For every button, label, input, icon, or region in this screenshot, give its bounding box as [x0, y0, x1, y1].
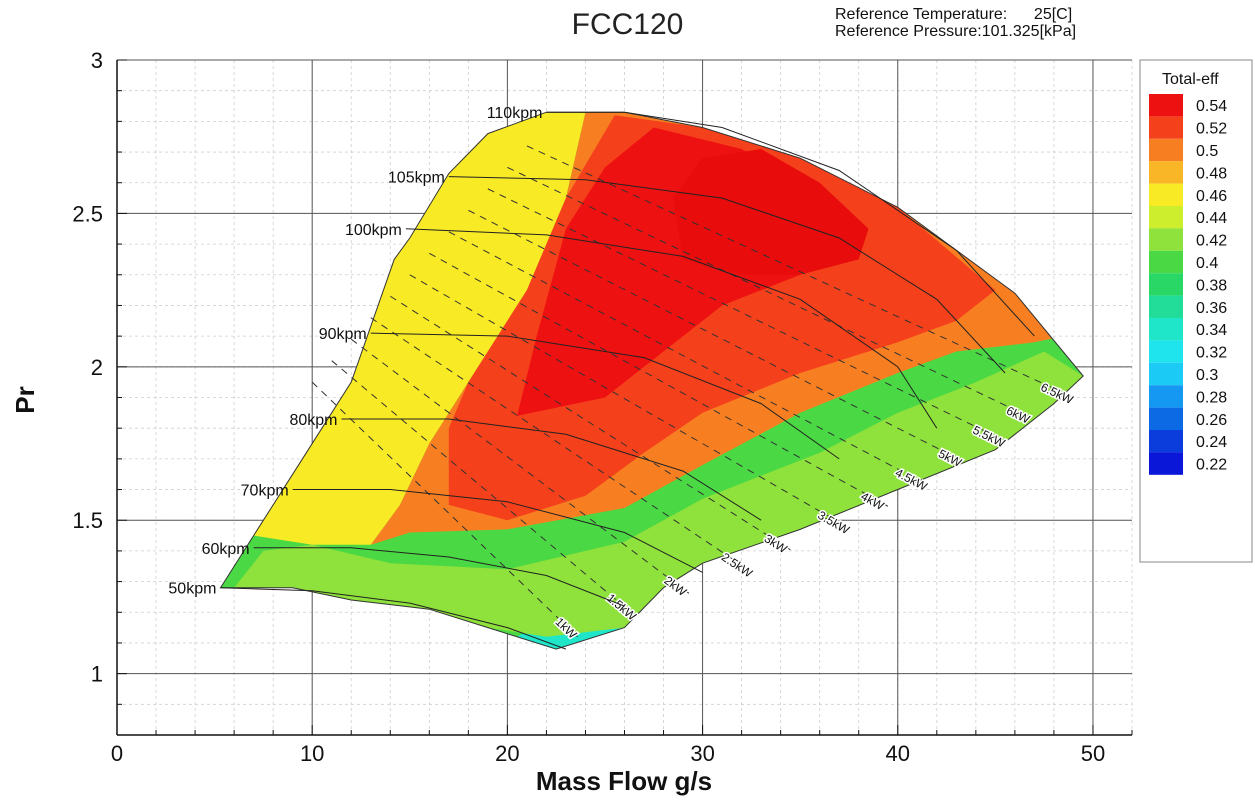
- legend-swatch: [1149, 273, 1183, 296]
- x-tick-label: 30: [690, 741, 714, 766]
- legend-swatch: [1149, 340, 1183, 363]
- power-line: [350, 338, 690, 594]
- legend-swatch: [1149, 183, 1183, 206]
- speed-label: 70kpm: [241, 483, 289, 500]
- speed-label: 80kpm: [289, 412, 337, 429]
- speed-label: 110kpm: [487, 105, 543, 122]
- legend-label: 0.54: [1196, 98, 1227, 115]
- legend-swatch: [1149, 138, 1183, 162]
- legend-swatch: [1149, 295, 1183, 318]
- axes: 0 10 20 30 40 50 1 1.5 2 2.5 3: [72, 48, 1133, 766]
- legend-swatch: [1149, 94, 1183, 117]
- legend-label: 0.38: [1196, 277, 1227, 294]
- speed-line: [546, 111, 1035, 337]
- contour-region: [253, 112, 586, 545]
- legend-label: 0.46: [1196, 188, 1227, 205]
- speed-line: [341, 418, 762, 521]
- legend-label: 0.26: [1196, 412, 1227, 429]
- legend-label: 0.3: [1196, 367, 1218, 384]
- power-line: [390, 295, 791, 551]
- legend-label: 0.4: [1196, 255, 1218, 272]
- speed-line: [448, 176, 1006, 374]
- legend-swatch: [1149, 407, 1183, 430]
- legend-swatch: [1149, 385, 1183, 408]
- power-line: [429, 252, 889, 507]
- legend-label: 0.48: [1196, 165, 1227, 182]
- x-axis-title: Mass Flow g/s: [536, 766, 712, 796]
- x-tick-label: 10: [300, 741, 324, 766]
- legend-swatch: [1149, 250, 1183, 274]
- y-tick-label: 2.5: [72, 201, 103, 226]
- legend-label: 0.5: [1196, 143, 1218, 160]
- legend-label: 0.42: [1196, 233, 1227, 250]
- legend-swatch: [1149, 228, 1183, 251]
- legend-swatch: [1149, 161, 1183, 184]
- y-tick-label: 2: [91, 355, 103, 380]
- speed-label: 60kpm: [202, 541, 250, 558]
- legend-swatch: [1149, 430, 1183, 453]
- power-line: [487, 188, 1006, 442]
- x-tick-label: 0: [111, 741, 123, 766]
- x-tick-label: 40: [886, 741, 910, 766]
- speed-label: 100kpm: [345, 222, 402, 239]
- legend-swatch: [1149, 452, 1183, 475]
- y-tick-label: 3: [91, 48, 103, 73]
- y-tick-label: 1.5: [72, 508, 103, 533]
- reference-temperature: Reference Temperature: 25[C]: [835, 6, 1073, 23]
- legend-label: 0.32: [1196, 345, 1227, 362]
- speed-line: [370, 332, 840, 460]
- speed-label: 50kpm: [168, 581, 216, 598]
- power-line: [370, 317, 752, 572]
- y-tick-label: 1: [91, 662, 103, 687]
- legend-label: 0.34: [1196, 322, 1227, 339]
- legend-swatch: [1149, 206, 1183, 229]
- x-tick-label: 20: [495, 741, 519, 766]
- power-line: [311, 381, 579, 638]
- speed-lines: 50kpm 60kpm 70kpm 80kpm 90kpm 100kpm 105kpm 110…: [168, 105, 1035, 650]
- legend-label: 0.36: [1196, 300, 1227, 317]
- map-boundary: [219, 111, 1084, 650]
- legend-swatch: [1149, 362, 1183, 386]
- x-tick-label: 50: [1081, 741, 1105, 766]
- legend-label: 0.22: [1196, 457, 1227, 474]
- contour-region: [673, 149, 869, 275]
- speed-line: [253, 547, 625, 607]
- power-line: [409, 274, 850, 529]
- power-line: [468, 209, 967, 464]
- contour-region: [234, 351, 1084, 637]
- legend-label: 0.24: [1196, 434, 1227, 451]
- legend-title: Total-eff: [1162, 71, 1219, 88]
- reference-pressure: Reference Pressure:101.325[kPa]: [835, 23, 1077, 40]
- speed-label: 105kpm: [388, 170, 445, 187]
- legend-label: 0.28: [1196, 389, 1227, 406]
- colorbar-legend: Total-eff 0.54 0.52 0.5 0.48 0.46 0.44 0.42 0.4…: [1139, 59, 1253, 563]
- efficiency-contours: [220, 112, 1084, 650]
- chart-title: FCC120: [571, 8, 684, 41]
- speed-line: [292, 489, 703, 573]
- speed-line: [220, 587, 567, 650]
- legend-label: 0.44: [1196, 210, 1227, 227]
- legend-swatch: [1149, 318, 1183, 341]
- power-line: [526, 145, 1074, 398]
- y-axis-title: Pr: [10, 386, 40, 413]
- reference-conditions: Reference Temperature: 25[C] Reference P…: [835, 6, 1076, 40]
- speed-line: [405, 228, 938, 429]
- power-line: [331, 360, 635, 616]
- legend-label: 0.52: [1196, 121, 1227, 138]
- power-line: [507, 166, 1035, 420]
- legend-swatch: [1149, 116, 1183, 139]
- speed-label: 90kpm: [319, 326, 367, 343]
